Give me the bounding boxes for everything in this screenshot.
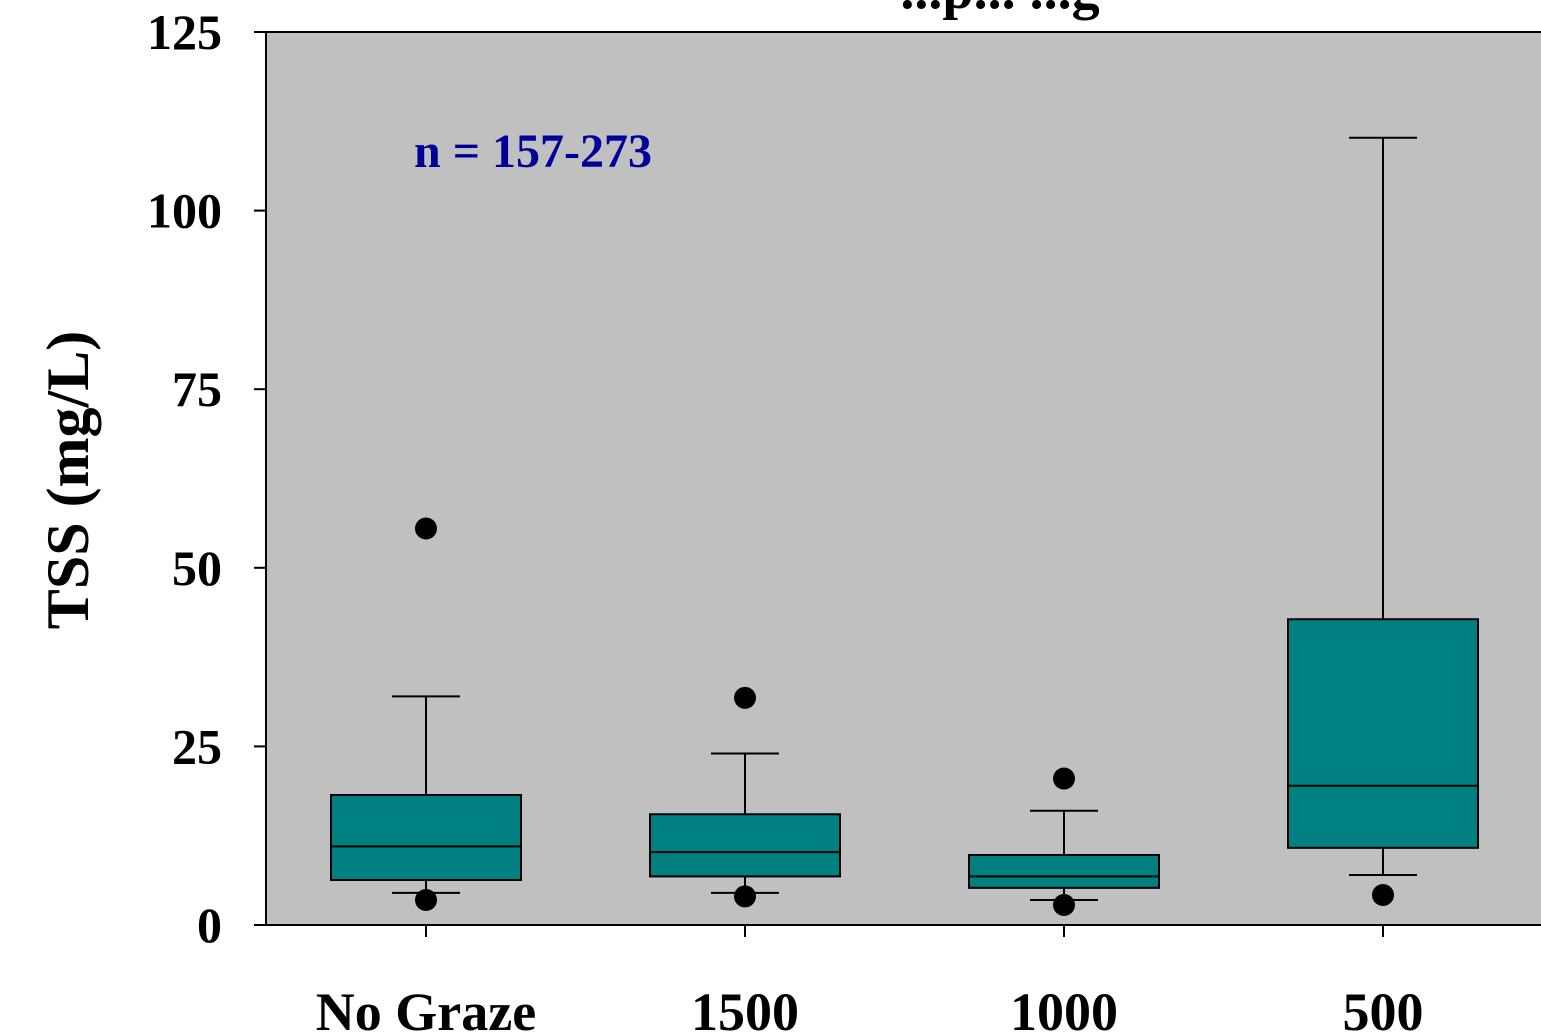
outlier-point — [1372, 883, 1394, 906]
y-tick-label: 25 — [172, 718, 222, 774]
x-tick-label: No Graze — [316, 982, 536, 1036]
y-tick-label: 75 — [172, 361, 222, 417]
outlier-point — [415, 517, 437, 540]
outlier-point — [1053, 893, 1075, 916]
box-group — [649, 686, 841, 908]
x-tick-label: 1000 — [1010, 982, 1118, 1036]
box-group — [330, 517, 522, 911]
y-tick-label: 125 — [147, 4, 222, 60]
x-tick-label: 500 — [1343, 982, 1424, 1036]
y-tick-label: 50 — [172, 540, 222, 596]
box-series — [330, 136, 1479, 916]
outlier-point — [1053, 767, 1075, 790]
box-iqr — [330, 793, 522, 881]
y-tick-label: 0 — [197, 897, 222, 953]
box-iqr — [968, 853, 1160, 889]
y-axis-label: TSS (mg/L) — [35, 331, 101, 629]
box-iqr — [1287, 618, 1479, 849]
outlier-point — [415, 888, 437, 911]
y-axis-ticks: 0 25 50 75 100 125 — [147, 4, 266, 953]
box-iqr — [649, 813, 841, 878]
chart-title: ...p... ...g — [900, 0, 1099, 21]
box-group — [1287, 136, 1479, 906]
x-tick-label: 1500 — [691, 982, 799, 1036]
y-tick-label: 100 — [147, 183, 222, 239]
outlier-point — [734, 885, 756, 908]
outlier-point — [734, 686, 756, 709]
x-axis-ticks: No Graze 1500 1000 500 — [316, 925, 1424, 1036]
box-group — [968, 767, 1160, 916]
sample-size-annotation: n = 157-273 — [414, 125, 652, 178]
